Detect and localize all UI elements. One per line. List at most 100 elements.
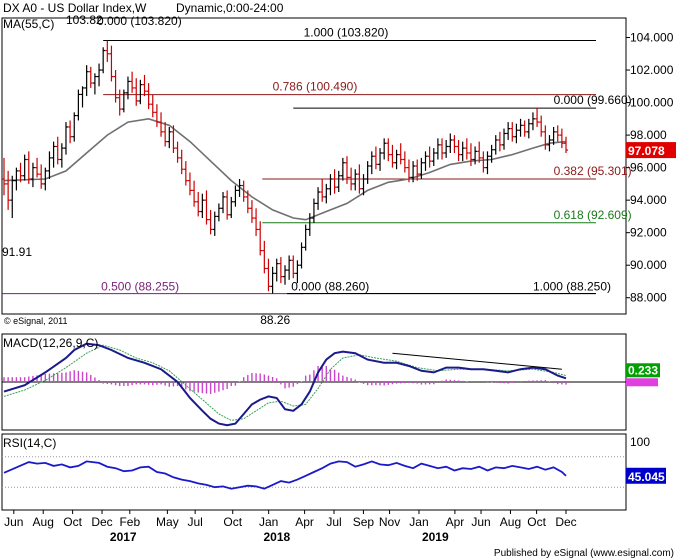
price-bar bbox=[171, 125, 176, 153]
macd-panel-title: MACD(12,26,9,C) bbox=[3, 336, 98, 350]
price-bar bbox=[373, 146, 378, 170]
price-bar bbox=[204, 190, 209, 225]
price-bar bbox=[117, 89, 122, 116]
price-bar bbox=[522, 120, 527, 137]
price-bar bbox=[402, 151, 407, 173]
fib-level-label: 0.618 (92.609) bbox=[554, 208, 632, 222]
price-bar bbox=[80, 86, 85, 108]
price-bar bbox=[212, 211, 217, 236]
price-bar bbox=[307, 213, 312, 236]
price-bar bbox=[237, 179, 242, 197]
fib-level-label: 0.382 (95.301) bbox=[554, 164, 632, 178]
time-axis-month-label: Apr bbox=[295, 515, 314, 529]
macd-hist-tag bbox=[626, 378, 658, 387]
price-bar bbox=[539, 115, 544, 137]
time-axis-month-label: Aug bbox=[500, 515, 521, 529]
macd-signal-line bbox=[3, 344, 567, 421]
price-bar bbox=[551, 126, 556, 145]
price-ytick-label: 104.000 bbox=[630, 31, 674, 45]
price-bar bbox=[283, 265, 287, 285]
rsi-line bbox=[3, 460, 567, 490]
fib-level-label: 0.000 (99.660) bbox=[554, 93, 632, 107]
price-bar bbox=[39, 164, 44, 189]
price-bar bbox=[278, 257, 283, 284]
price-bar bbox=[477, 141, 482, 163]
price-bar bbox=[468, 143, 473, 166]
price-bar bbox=[344, 156, 349, 184]
price-bar bbox=[125, 76, 130, 100]
price-bar bbox=[299, 242, 304, 269]
time-axis: Jun Aug Oct Dec Feb May Jul Oct Jan Apr Jul Sep Nov J… bbox=[4, 510, 577, 544]
time-axis-month-label: Nov bbox=[379, 515, 400, 529]
price-bar bbox=[502, 128, 507, 150]
price-ytick-label: 100.000 bbox=[630, 96, 674, 110]
macd-trendline bbox=[392, 352, 562, 370]
price-bar bbox=[167, 126, 172, 149]
price-bar bbox=[444, 139, 449, 158]
price-panel: 88.000 90.000 92.000 94.000 96.000 98.000 100.… bbox=[1, 13, 676, 327]
price-bar bbox=[497, 131, 502, 152]
price-bar bbox=[254, 208, 259, 236]
price-bar bbox=[200, 193, 205, 219]
price-ytick-label: 102.000 bbox=[630, 63, 674, 77]
price-bar bbox=[390, 144, 395, 168]
last-price-tag bbox=[626, 142, 676, 159]
price-bar bbox=[460, 141, 465, 162]
price-bar bbox=[493, 135, 498, 155]
price-bar bbox=[303, 224, 308, 251]
fib-level-label: 1.000 (103.820) bbox=[304, 25, 389, 39]
macd-last-value: 0.233 bbox=[628, 363, 658, 377]
price-bar bbox=[378, 148, 383, 171]
price-bar bbox=[514, 123, 519, 144]
price-bar bbox=[76, 89, 81, 121]
price-bar bbox=[423, 151, 428, 171]
fib-level-label: 0.786 (100.490) bbox=[273, 80, 358, 94]
price-bar bbox=[427, 146, 432, 168]
price-bar bbox=[68, 120, 73, 144]
price-bar bbox=[456, 139, 461, 162]
price-bar bbox=[526, 118, 531, 139]
price-bar bbox=[473, 146, 478, 165]
price-bar bbox=[130, 71, 135, 93]
price-bar bbox=[547, 135, 552, 152]
low-annotation: 88.26 bbox=[260, 313, 290, 327]
rsi-panel: 100 45.045 bbox=[1, 433, 666, 511]
price-bar bbox=[332, 169, 337, 194]
rsi-panel-title: RSI(14,C) bbox=[3, 436, 56, 450]
price-bar bbox=[419, 157, 424, 180]
price-bar bbox=[555, 125, 560, 142]
price-bar bbox=[249, 200, 254, 223]
price-bar bbox=[109, 45, 114, 82]
time-axis-month-label: Jun bbox=[471, 515, 490, 529]
last-price-value: 97.078 bbox=[628, 144, 665, 158]
price-bar bbox=[411, 161, 416, 183]
price-bar bbox=[295, 260, 300, 284]
price-bar bbox=[150, 94, 155, 118]
price-bar bbox=[55, 136, 60, 165]
price-bar bbox=[510, 122, 515, 142]
price-bar bbox=[336, 170, 341, 193]
price-chart-title: DX A0 - US Dollar Index,W bbox=[3, 1, 147, 15]
price-bar bbox=[138, 79, 143, 105]
price-bar bbox=[59, 143, 64, 168]
price-bar bbox=[22, 154, 27, 181]
time-axis-month-label: Apr bbox=[446, 515, 465, 529]
price-bar bbox=[221, 192, 226, 214]
price-bar bbox=[324, 183, 329, 204]
price-bar bbox=[543, 125, 548, 150]
time-axis-month-label: Jan bbox=[259, 515, 278, 529]
time-axis-month-label: Jun bbox=[4, 515, 23, 529]
price-bar bbox=[398, 143, 403, 165]
price-ytick-label: 94.000 bbox=[630, 193, 667, 207]
price-bar bbox=[258, 221, 263, 256]
price-bar bbox=[274, 258, 279, 282]
price-bar bbox=[316, 187, 321, 210]
price-chart-subtitle: Dynamic,0:00-24:00 bbox=[176, 1, 284, 15]
time-axis-month-label: Oct bbox=[223, 515, 242, 529]
rsi-ytick-label: 100 bbox=[630, 435, 650, 449]
price-bar bbox=[518, 118, 523, 137]
price-bar bbox=[47, 151, 52, 180]
price-bar bbox=[357, 164, 362, 194]
ma55-line bbox=[3, 117, 567, 221]
